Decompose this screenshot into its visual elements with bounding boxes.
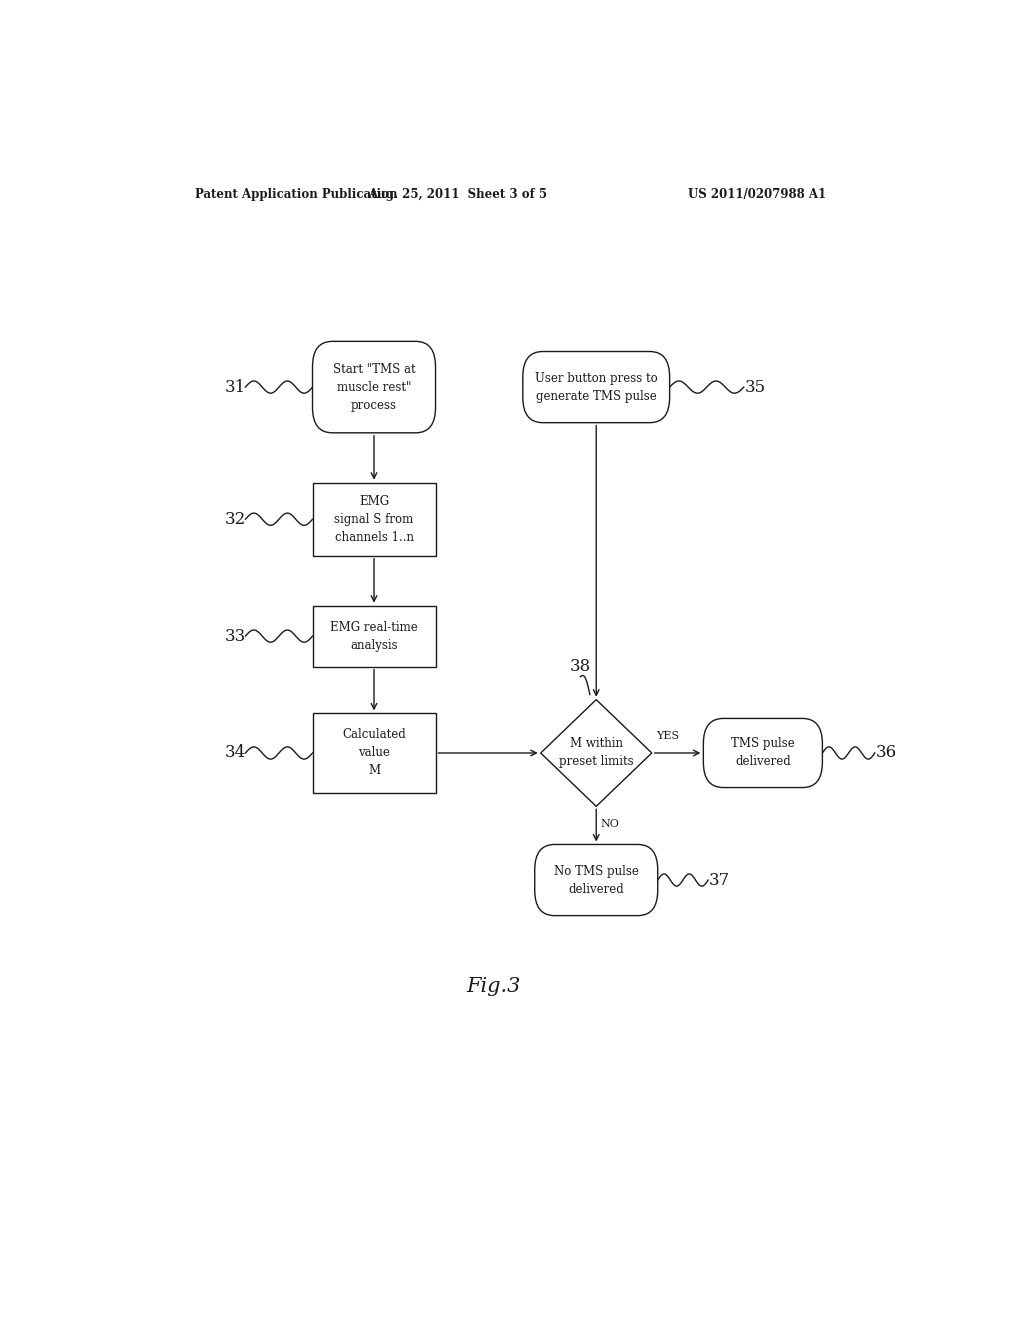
Text: 33: 33: [224, 627, 246, 644]
Text: 38: 38: [569, 659, 591, 675]
Text: YES: YES: [655, 731, 679, 741]
Text: User button press to
generate TMS pulse: User button press to generate TMS pulse: [535, 372, 657, 403]
Polygon shape: [541, 700, 651, 807]
Text: 31: 31: [224, 379, 246, 396]
Text: Fig.3: Fig.3: [466, 977, 520, 997]
Text: 35: 35: [744, 379, 766, 396]
Text: 34: 34: [224, 744, 246, 762]
Text: 37: 37: [709, 871, 730, 888]
Text: US 2011/0207988 A1: US 2011/0207988 A1: [688, 189, 826, 202]
FancyBboxPatch shape: [523, 351, 670, 422]
Text: No TMS pulse
delivered: No TMS pulse delivered: [554, 865, 639, 895]
FancyBboxPatch shape: [703, 718, 822, 788]
Text: Calculated
value
M: Calculated value M: [342, 729, 406, 777]
Text: Start "TMS at
muscle rest"
process: Start "TMS at muscle rest" process: [333, 363, 416, 412]
Text: TMS pulse
delivered: TMS pulse delivered: [731, 738, 795, 768]
Text: Patent Application Publication: Patent Application Publication: [196, 189, 398, 202]
FancyBboxPatch shape: [312, 713, 435, 792]
Text: 36: 36: [876, 744, 896, 762]
Text: 32: 32: [224, 511, 246, 528]
FancyBboxPatch shape: [535, 845, 657, 916]
FancyBboxPatch shape: [312, 606, 435, 667]
FancyBboxPatch shape: [312, 483, 435, 556]
Text: Aug. 25, 2011  Sheet 3 of 5: Aug. 25, 2011 Sheet 3 of 5: [368, 189, 547, 202]
Text: EMG
signal S from
channels 1..n: EMG signal S from channels 1..n: [335, 495, 414, 544]
Text: NO: NO: [600, 818, 620, 829]
Text: M within
preset limits: M within preset limits: [559, 738, 634, 768]
FancyBboxPatch shape: [312, 342, 435, 433]
Text: EMG real-time
analysis: EMG real-time analysis: [330, 620, 418, 652]
